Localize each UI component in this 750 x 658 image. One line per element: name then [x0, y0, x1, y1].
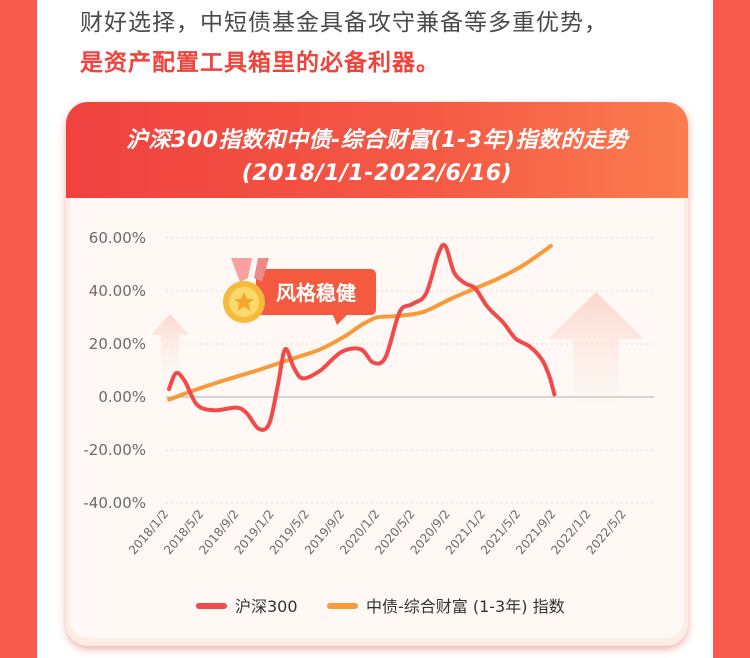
x-axis: 2018/1/22018/5/22018/9/22019/1/22019/5/2…: [126, 507, 629, 557]
y-tick-label: 40.00%: [89, 282, 146, 300]
series-line-csi300: [167, 242, 557, 432]
decor-arrow-icon: [548, 292, 644, 402]
chart-canvas: 60.00% 40.00% 20.00% 0.00% -20.00% -40.00% 20…: [83, 229, 654, 616]
plot-area-background: [70, 198, 684, 638]
series-lines: [167, 242, 557, 432]
y-tick-label: 0.00%: [98, 388, 146, 406]
legend-label: 沪深300: [235, 597, 298, 616]
series-line-bond: [167, 244, 553, 402]
decor-arrow-icon: [151, 314, 189, 372]
chart-header: 沪深300指数和中债-综合财富(1-3年)指数的走势 (2018/1/1-202…: [66, 102, 688, 198]
intro-text: 财好选择，中短债基金具备攻守兼备等多重优势， 是资产配置工具箱里的必备利器。: [80, 0, 700, 83]
y-axis: 60.00% 40.00% 20.00% 0.00% -20.00% -40.00%: [83, 229, 146, 512]
chart-title: 沪深300指数和中债-综合财富(1-3年)指数的走势: [126, 128, 628, 153]
y-tick-label: 60.00%: [89, 229, 146, 247]
badge-label: 风格稳健: [276, 281, 356, 305]
y-tick-label: 20.00%: [89, 335, 146, 353]
chart-card: 沪深300指数和中债-综合财富(1-3年)指数的走势 (2018/1/1-202…: [66, 102, 688, 646]
intro-highlight-line: 是资产配置工具箱里的必备利器。: [80, 50, 440, 76]
style-badge: 风格稳健: [223, 258, 376, 325]
medal-star-icon: [223, 258, 269, 323]
legend-label: 中债-综合财富 (1-3年) 指数: [366, 597, 565, 616]
y-tick-label: -40.00%: [83, 494, 146, 512]
chart-subtitle: (2018/1/1-2022/6/16): [241, 161, 513, 186]
intro-line: 财好选择，中短债基金具备攻守兼备等多重优势，: [80, 10, 608, 36]
badge-bubble: [256, 269, 376, 325]
legend: 沪深300 中债-综合财富 (1-3年) 指数: [196, 597, 565, 616]
y-tick-label: -20.00%: [83, 441, 146, 459]
